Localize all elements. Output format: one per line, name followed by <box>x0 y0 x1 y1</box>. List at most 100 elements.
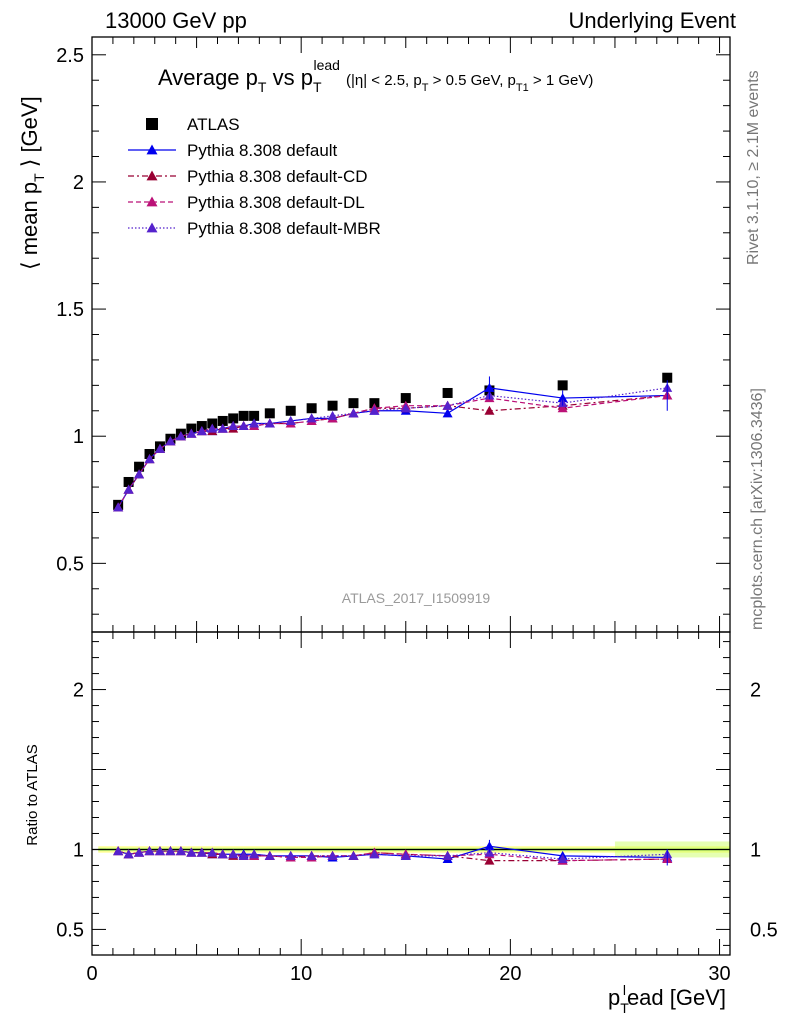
xtick-label: 10 <box>290 963 312 985</box>
ratio-3-point <box>154 846 165 856</box>
atlas-data-point <box>400 393 411 404</box>
atlas-data-point <box>442 387 453 398</box>
legend-marker-4 <box>146 222 158 233</box>
ratio-ytick-label: 1 <box>73 839 84 861</box>
ratio-frame <box>91 631 731 956</box>
series-4-point <box>264 418 275 428</box>
atlas-data-point <box>217 415 228 426</box>
ratio-3-point <box>113 846 124 856</box>
series-4-point <box>306 413 317 423</box>
atlas-data-point <box>123 476 134 487</box>
series-4-point <box>207 423 218 433</box>
ratio-3-point <box>249 849 260 859</box>
atlas-data-point <box>238 410 249 421</box>
chart-title: Average pT vs pTlead(|η| < 2.5, pT > 0.5… <box>158 57 593 95</box>
xtick-label: 0 <box>86 963 97 985</box>
series-2-point <box>484 405 495 415</box>
atlas-data-point <box>369 398 380 409</box>
series-4-point <box>196 426 207 436</box>
atlas-data-point <box>228 413 239 424</box>
series-4-point <box>123 484 134 494</box>
series-3-point <box>557 403 568 413</box>
atlas-data-point <box>557 380 568 391</box>
ratio-3-point <box>186 847 197 857</box>
legend-label: ATLAS <box>187 115 240 134</box>
ratio-3-point <box>144 846 155 856</box>
series-4-point <box>400 403 411 413</box>
main-ytick-label: 2 <box>73 172 84 194</box>
main-ytick-label: 1 <box>73 426 84 448</box>
atlas-data-point <box>662 372 673 383</box>
atlas-data-point <box>134 461 145 472</box>
main-panel: 0.5 1 1.5 2 2.5 ATLAS Pythia 8.308 default Pyth… <box>56 36 731 633</box>
main-y-axis-label: ⟨ mean pT ⟩ [GeV] <box>17 96 47 270</box>
atlas-data-point <box>144 449 155 460</box>
legend-marker-3 <box>146 196 158 207</box>
ratio-ytick-label-right: 2 <box>750 680 761 702</box>
ratio-3-point <box>217 849 228 859</box>
main-ytick-label: 0.5 <box>56 553 84 575</box>
series-4-point <box>175 431 186 441</box>
series-4-point <box>228 421 239 431</box>
series-4-point <box>144 454 155 464</box>
main-ytick-label: 2.5 <box>56 45 84 67</box>
atlas-data-point <box>285 405 296 416</box>
atlas-data-point <box>327 400 338 411</box>
ratio-3-point <box>134 847 145 857</box>
series-4-point <box>369 405 380 415</box>
series-4-point <box>249 418 260 428</box>
atlas-data-point <box>196 421 207 432</box>
series-4-point <box>238 421 249 431</box>
ratio-3-point <box>557 854 568 864</box>
ratio-3-point <box>228 849 239 859</box>
ratio-3-point <box>348 850 359 860</box>
series-line-2 <box>117 394 668 508</box>
analysis-watermark: ATLAS_2017_I1509919 <box>342 590 491 606</box>
atlas-data-point <box>306 403 317 414</box>
x-axis-label: pTlead [GeV] <box>608 982 726 1016</box>
legend-marker-1 <box>146 144 158 155</box>
legend-label: Pythia 8.308 default-DL <box>187 193 365 212</box>
ratio-y-axis-label: Ratio to ATLAS <box>24 744 41 845</box>
series-4-point <box>113 502 124 512</box>
legend-marker-atlas <box>146 118 158 130</box>
legend-marker-2 <box>146 170 158 181</box>
ratio-ytick-label-right: 1 <box>750 839 761 861</box>
header-left: 13000 GeV pp <box>105 8 247 33</box>
ratio-ytick-label-right: 0.5 <box>750 919 778 941</box>
atlas-data-point <box>186 423 197 434</box>
ratio-3-point <box>196 847 207 857</box>
series-4-point <box>285 415 296 425</box>
ratio-3-point <box>369 849 380 859</box>
ratio-3-point <box>207 847 218 857</box>
atlas-data-point <box>264 408 275 419</box>
series-4-point <box>186 428 197 438</box>
ratio-3-point <box>327 850 338 860</box>
xtick-label: 20 <box>499 963 521 985</box>
series-4-point <box>165 436 176 446</box>
main-ytick-label: 1.5 <box>56 299 84 321</box>
ratio-3-point <box>306 850 317 860</box>
series-4-point <box>134 469 145 479</box>
ratio-3-point <box>264 850 275 860</box>
atlas-data-point <box>207 418 218 429</box>
legend-label: Pythia 8.308 default <box>187 141 338 160</box>
ratio-ytick-label: 0.5 <box>56 919 84 941</box>
series-4-point <box>217 423 228 433</box>
xtick-label: 30 <box>708 963 730 985</box>
ratio-3-point <box>165 846 176 856</box>
series-line-3 <box>117 394 668 508</box>
atlas-data-point <box>249 410 260 421</box>
series-4-point <box>327 410 338 420</box>
ratio-3-point <box>400 850 411 860</box>
series-4-point <box>348 408 359 418</box>
ratio-3-point <box>442 850 453 860</box>
series-4-point <box>442 400 453 410</box>
atlas-data-point <box>348 398 359 409</box>
ratio-3-point <box>123 849 134 859</box>
ratio-3-point <box>285 850 296 860</box>
series-4-point <box>154 443 165 453</box>
ratio-ytick-label: 2 <box>73 680 84 702</box>
ratio-panel: 0.5 0.51 12 20 10 20 30 <box>56 631 778 985</box>
